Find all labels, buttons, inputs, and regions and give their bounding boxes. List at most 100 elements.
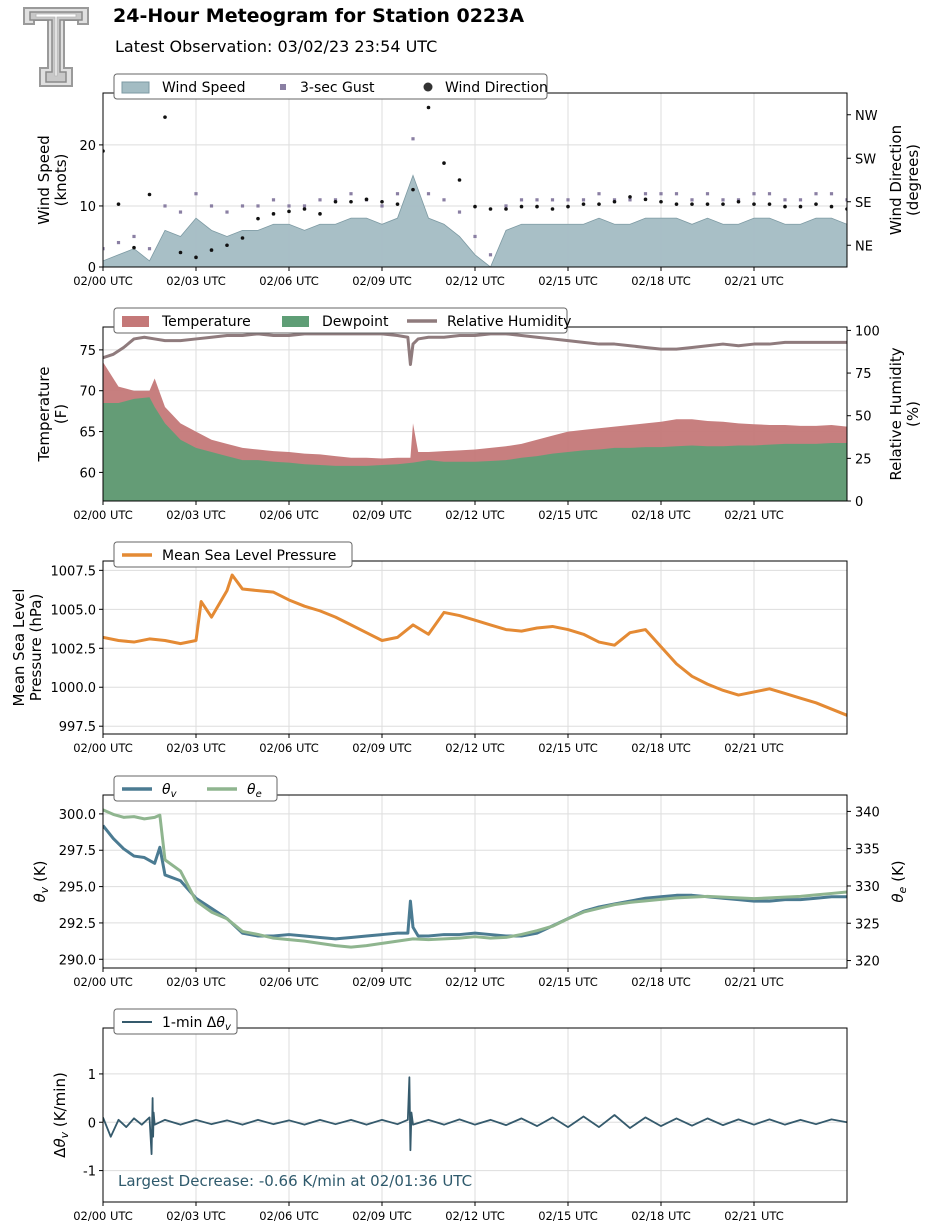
point-wind-direction [814,202,818,206]
x-tick-label: 02/21 UTC [724,975,784,989]
series-line-1-min-v [103,1076,847,1156]
point-3-sec-gust [736,198,741,202]
right-tick-label: NW [855,109,878,124]
y-axis-label: θv (K) [31,860,51,902]
point-3-sec-gust [318,198,322,202]
right-tick-label: 75 [855,367,872,382]
point-wind-direction [209,248,214,252]
point-3-sec-gust [783,198,787,202]
plot-area-mslp [103,573,847,717]
point-wind-direction [690,202,694,206]
right-tick-label: 0 [855,495,863,510]
x-tick-label: 02/00 UTC [73,508,133,522]
y-tick-label: 292.5 [59,917,96,932]
point-3-sec-gust [767,192,772,196]
y-tick-label: 1007.5 [51,564,97,579]
x-tick-label: 02/06 UTC [259,508,319,522]
x-tick-label: 02/06 UTC [259,975,319,989]
x-tick-label: 02/21 UTC [724,274,784,288]
legend: Temperature Dewpoint Relative Humidity [113,307,571,334]
point-wind-direction [504,207,508,211]
point-3-sec-gust [256,204,260,208]
point-wind-direction [488,207,493,211]
right-tick-label: SW [855,152,876,167]
legend-box [113,541,353,568]
point-wind-direction [597,202,601,206]
legend: Wind Speed 3-sec Gust Wind Direction [113,73,548,100]
point-3-sec-gust [535,198,539,202]
plot-area-theta [103,808,847,949]
point-wind-direction [349,199,353,204]
point-3-sec-gust [519,198,524,202]
x-tick-label: 02/06 UTC [259,274,319,288]
point-3-sec-gust [628,198,632,202]
point-3-sec-gust [674,192,679,196]
series-line-relative-humidity [103,332,847,367]
legend-swatch [122,316,149,327]
figure-subtitle: Latest Observation: 03/02/23 23:54 UTC [115,37,437,56]
y-tick-label: 0 [88,261,96,276]
point-3-sec-gust [349,192,353,196]
x-tick-label: 02/15 UTC [538,975,598,989]
point-wind-direction [240,236,245,240]
x-tick-label: 02/12 UTC [445,975,505,989]
series-line-e [103,808,847,949]
point-3-sec-gust [752,192,756,196]
point-3-sec-gust [178,210,183,214]
point-wind-direction [550,207,555,211]
point-3-sec-gust [566,198,570,202]
x-tick-label: 02/00 UTC [73,1209,133,1223]
point-3-sec-gust [163,204,167,208]
legend-label: Wind Speed [162,80,246,96]
point-3-sec-gust [845,198,847,202]
x-tick-label: 02/09 UTC [352,741,412,755]
x-tick-label: 02/15 UTC [538,274,598,288]
legend-label: 3-sec Gust [300,80,375,96]
point-3-sec-gust [612,198,617,202]
point-3-sec-gust [659,192,663,196]
x-tick-label: 02/21 UTC [724,508,784,522]
point-3-sec-gust [209,204,214,208]
point-wind-direction [116,202,121,206]
x-tick-label: 02/15 UTC [538,1209,598,1223]
legend-box [113,1008,238,1035]
point-3-sec-gust [380,204,384,208]
right-axis-label: Wind Direction(degrees) [887,125,922,235]
point-wind-direction [225,243,229,248]
point-3-sec-gust [705,192,710,196]
panel-wind: 02/00 UTC 02/03 UTC 02/06 UTC 02/09 UTC 02/1… [35,73,922,288]
point-3-sec-gust [488,253,493,257]
point-wind-direction [612,199,617,204]
point-3-sec-gust [457,210,462,214]
y-tick-label: -1 [83,1165,96,1180]
panel-temp: 02/00 UTC 02/03 UTC 02/06 UTC 02/09 UTC 02/1… [35,307,922,522]
x-tick-label: 02/18 UTC [631,1209,691,1223]
x-tick-label: 02/06 UTC [259,741,319,755]
x-tick-label: 02/21 UTC [724,741,784,755]
point-3-sec-gust [194,192,198,196]
y-tick-label: 10 [79,200,96,215]
legend-label: θe [247,782,262,800]
point-3-sec-gust [147,247,152,251]
point-wind-direction [333,199,338,204]
y-tick-label: 297.5 [59,844,96,859]
x-tick-label: 02/18 UTC [631,274,691,288]
series-area-dewpoint [103,397,847,501]
plot-area-dtheta [103,1076,847,1156]
point-wind-direction [147,192,152,197]
point-3-sec-gust [504,204,508,208]
point-wind-direction [473,204,477,209]
y-tick-label: 1 [88,1068,96,1083]
y-tick-label: 300.0 [59,808,96,823]
point-wind-direction [767,202,772,206]
x-tick-label: 02/12 UTC [445,274,505,288]
legend-label: Relative Humidity [447,314,571,330]
legend-label: Dewpoint [322,314,389,330]
series-line-mean-sea-level-pressure [103,573,847,717]
x-tick-label: 02/09 UTC [352,274,412,288]
point-wind-direction [752,202,756,206]
y-tick-label: 20 [79,139,96,154]
point-3-sec-gust [721,198,725,202]
point-wind-direction [395,202,400,206]
